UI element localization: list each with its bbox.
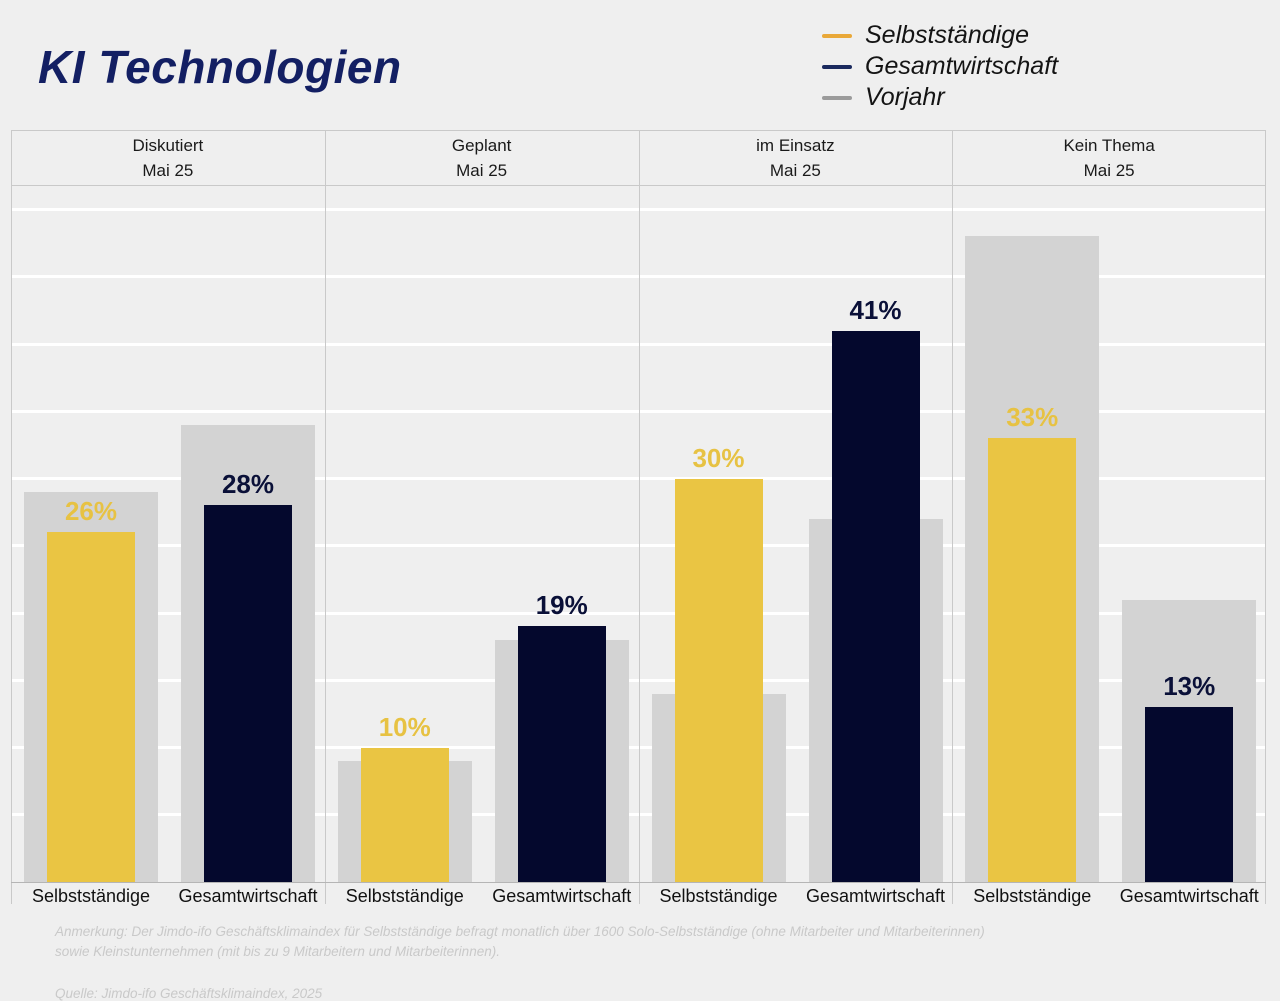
annotation-line-1: Anmerkung: Der Jimdo-ifo Geschäftsklimai…: [55, 924, 985, 939]
panel-header-3: im Einsatz Mai 25: [639, 130, 953, 185]
group-label: Selbstständige: [31, 886, 151, 906]
panel-divider: [11, 130, 12, 904]
annotation-line-2: sowie Kleinstunternehmen (mit bis zu 9 M…: [55, 944, 500, 959]
value-label: 41%: [849, 294, 902, 325]
axis-label-row: Selbstständige Gesamtwirtschaft Selbststän…: [11, 884, 1266, 914]
group-label: Selbstständige: [973, 886, 1092, 906]
group-label: Selbstständige: [345, 886, 464, 906]
value-label: 10%: [378, 711, 431, 742]
legend-label: Vorjahr: [865, 83, 945, 111]
panel-divider: [952, 130, 954, 904]
panel-period: Mai 25: [142, 161, 194, 180]
group-label: Gesamtwirtschaft: [1119, 886, 1259, 906]
panel-3: 30% 41%: [639, 185, 953, 882]
panel-divider: [638, 130, 640, 904]
group-label: Gesamtwirtschaft: [492, 886, 632, 906]
value-label: 28%: [221, 469, 275, 500]
value-label: 33%: [1006, 402, 1059, 433]
group-label: Gesamtwirtschaft: [178, 886, 318, 906]
panel-category: Kein Thema: [1063, 136, 1155, 155]
page-title: KI Technologien: [38, 41, 402, 93]
plot-area: 26% 28% 10% 19% 30% 41% 33% 13%: [11, 185, 1266, 882]
group-label: Gesamtwirtschaft: [805, 886, 946, 906]
chart-footer: Anmerkung: Der Jimdo-ifo Geschäftsklimai…: [55, 922, 985, 1001]
legend: Selbstständige Gesamtwirtschaft Vorjahr: [822, 20, 1058, 113]
value-label: 30%: [692, 442, 745, 473]
legend-dash-icon: [822, 64, 852, 69]
panel-header-4: Kein Thema Mai 25: [952, 130, 1266, 185]
legend-item-selbststaendige: Selbstständige: [822, 20, 1058, 51]
panel-category: Geplant: [451, 136, 512, 155]
x-axis-baseline: [11, 882, 1266, 883]
value-label: 26%: [64, 496, 118, 527]
panel-category: Diskutiert: [132, 136, 204, 155]
panel-period: Mai 25: [1083, 161, 1135, 180]
value-label: 13%: [1163, 671, 1216, 702]
legend-dash-icon: [822, 95, 852, 100]
panel-period: Mai 25: [456, 161, 508, 180]
legend-dash-icon: [822, 33, 852, 38]
legend-item-gesamtwirtschaft: Gesamtwirtschaft: [822, 51, 1058, 82]
panel-header-2: Geplant Mai 25: [325, 130, 639, 185]
panel-4: 33% 13%: [952, 185, 1266, 882]
panel-header-1: Diskutiert Mai 25: [11, 130, 325, 185]
legend-label: Gesamtwirtschaft: [865, 52, 1059, 80]
panel-divider: [324, 130, 326, 904]
panel-2: 10% 19%: [325, 185, 639, 882]
panel-header-row: Diskutiert Mai 25 Geplant Mai 25 im Einsatz M…: [11, 130, 1266, 185]
gesamtwirtschaft-bar: [204, 505, 292, 882]
panel-period: Mai 25: [769, 161, 821, 180]
panel-divider: [1264, 130, 1266, 904]
gesamtwirtschaft-bar: [1145, 707, 1234, 882]
panel-category: im Einsatz: [756, 136, 835, 155]
gesamtwirtschaft-bar: [831, 330, 920, 882]
selbststaendige-bar: [988, 438, 1077, 882]
selbststaendige-bar: [674, 478, 763, 882]
legend-label: Selbstständige: [865, 21, 1030, 49]
value-label: 19%: [535, 590, 588, 621]
legend-item-vorjahr: Vorjahr: [822, 82, 1058, 113]
annotation-note: Anmerkung: Der Jimdo-ifo Geschäftsklimai…: [55, 922, 985, 962]
selbststaendige-bar: [360, 747, 449, 882]
group-label: Selbstständige: [659, 886, 778, 906]
panel-1: 26% 28%: [11, 185, 325, 882]
gesamtwirtschaft-bar: [517, 626, 606, 882]
selbststaendige-bar: [47, 532, 135, 882]
source-note: Quelle: Jimdo-ifo Geschäftsklimaindex, 2…: [55, 986, 323, 1001]
